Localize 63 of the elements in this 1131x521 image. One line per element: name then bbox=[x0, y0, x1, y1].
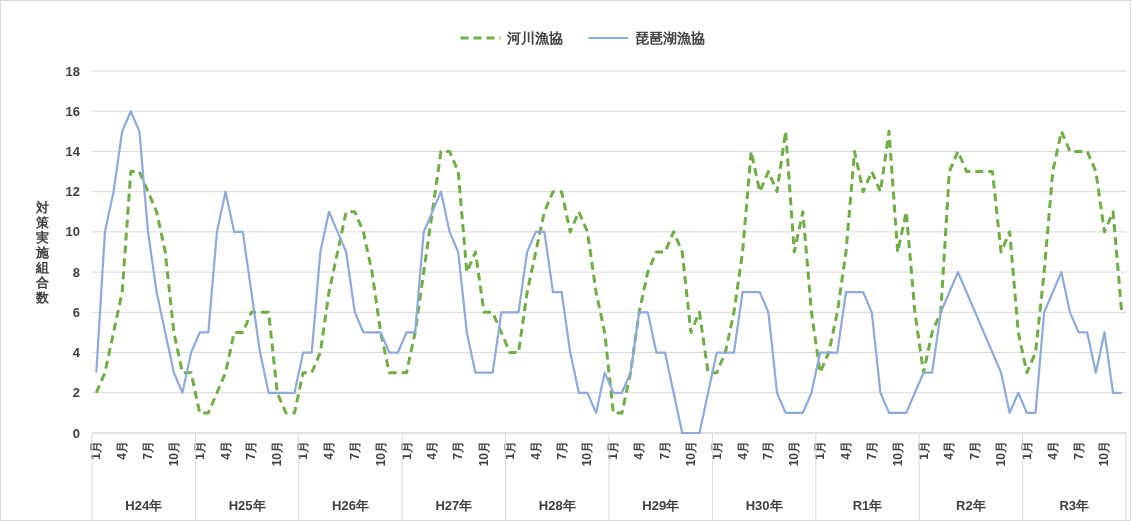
x-tick-label: 7月 bbox=[141, 441, 156, 460]
x-tick-label: 7月 bbox=[347, 441, 362, 460]
text: H25年 bbox=[228, 497, 266, 513]
x-tick-label: 4月 bbox=[425, 441, 440, 460]
text: R2年 bbox=[956, 497, 986, 513]
x-tick-label: 7月 bbox=[968, 441, 983, 460]
x-tick-label: 1月 bbox=[1019, 441, 1034, 460]
x-tick-label: 4月 bbox=[838, 441, 853, 460]
x-tick-label: 7月 bbox=[658, 441, 673, 460]
text: H28年 bbox=[538, 497, 576, 513]
x-tick-label: 10月 bbox=[270, 441, 285, 467]
text: R1年 bbox=[852, 497, 883, 513]
y-axis-title: 対策実施組合数 bbox=[34, 200, 50, 305]
y-tick-label: 14 bbox=[65, 143, 81, 159]
y-tick-label: 4 bbox=[72, 345, 81, 361]
legend-label: 琵琶湖漁協 bbox=[634, 30, 705, 46]
x-tick-label: 10月 bbox=[890, 441, 905, 467]
y-tick-label: 2 bbox=[72, 385, 80, 401]
x-tick-label: 1月 bbox=[502, 441, 517, 460]
y-tick-label: 18 bbox=[65, 63, 80, 79]
y-tick-label: 12 bbox=[65, 184, 80, 200]
x-tick-label: 1月 bbox=[709, 441, 724, 460]
y-tick-label: 10 bbox=[65, 224, 80, 240]
x-tick-label: 4月 bbox=[528, 441, 543, 460]
y-tick-label: 0 bbox=[72, 425, 80, 441]
x-tick-label: 7月 bbox=[451, 441, 466, 460]
y-tick-label: 8 bbox=[72, 264, 80, 280]
text: H30年 bbox=[745, 497, 783, 513]
text: H27年 bbox=[435, 497, 473, 513]
legend-label: 河川漁協 bbox=[505, 30, 563, 46]
x-tick-label: 10月 bbox=[477, 441, 492, 467]
x-tick-label: 1月 bbox=[399, 441, 414, 460]
x-tick-label: 4月 bbox=[942, 441, 957, 460]
text: H24年 bbox=[125, 497, 163, 513]
x-tick-label: 7月 bbox=[1071, 441, 1086, 460]
x-tick-label: 7月 bbox=[864, 441, 879, 460]
x-tick-label: 10月 bbox=[166, 441, 181, 467]
y-tick-label: 6 bbox=[72, 304, 80, 320]
x-tick-label: 4月 bbox=[735, 441, 750, 460]
y-tick-label: 16 bbox=[65, 103, 80, 119]
x-tick-label: 10月 bbox=[580, 441, 595, 467]
x-tick-label: 4月 bbox=[321, 441, 336, 460]
x-tick-label: 7月 bbox=[761, 441, 776, 460]
x-tick-label: 1月 bbox=[296, 441, 311, 460]
x-tick-label: 1月 bbox=[89, 441, 104, 460]
x-tick-label: 10月 bbox=[994, 441, 1009, 467]
x-tick-label: 10月 bbox=[373, 441, 388, 467]
x-tick-label: 4月 bbox=[1045, 441, 1060, 460]
x-tick-label: 10月 bbox=[683, 441, 698, 467]
x-tick-label: 1月 bbox=[813, 441, 828, 460]
text: H26年 bbox=[332, 497, 369, 513]
x-tick-label: 7月 bbox=[244, 441, 259, 460]
x-tick-label: 7月 bbox=[554, 441, 569, 460]
x-tick-label: 4月 bbox=[632, 441, 647, 460]
x-tick-label: 4月 bbox=[115, 441, 130, 460]
x-tick-label: 10月 bbox=[1097, 441, 1112, 467]
x-tick-label: 1月 bbox=[916, 441, 931, 460]
text: R3年 bbox=[1059, 497, 1090, 513]
x-tick-label: 1月 bbox=[192, 441, 207, 460]
text: H29年 bbox=[642, 497, 680, 513]
x-tick-label: 10月 bbox=[787, 441, 802, 467]
x-tick-label: 1月 bbox=[606, 441, 621, 460]
x-tick-label: 4月 bbox=[218, 441, 233, 460]
